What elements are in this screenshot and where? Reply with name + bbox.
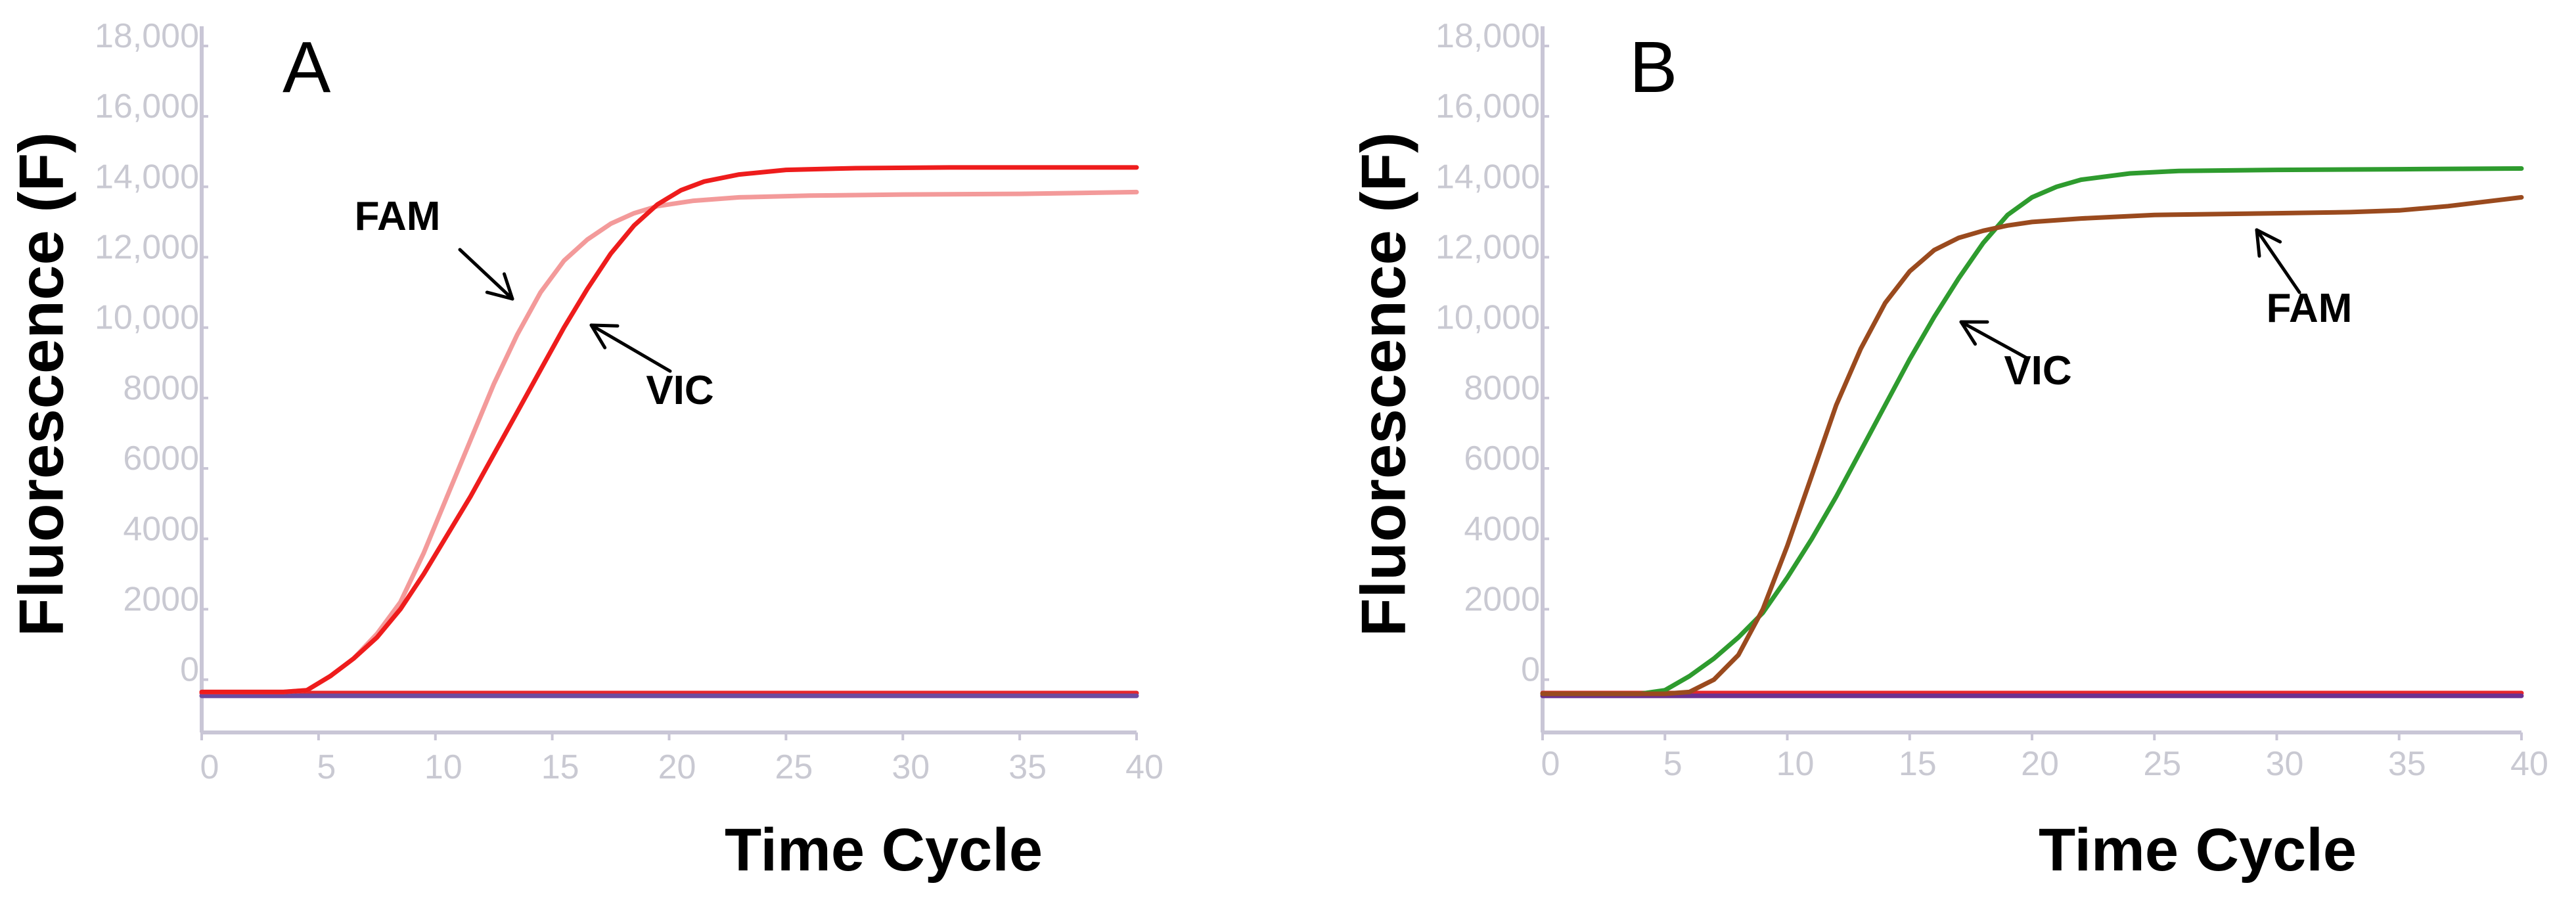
x-tick-label: 30	[892, 748, 930, 786]
annotation-arrow-fam	[458, 248, 514, 301]
y-tick-label: 16,000	[95, 87, 199, 125]
arrowhead-icon	[1959, 320, 1989, 346]
annotation-arrow-vic	[1959, 320, 2029, 360]
y-tick-label: 18,000	[1435, 17, 1540, 55]
annotation-label-vic: VIC	[2004, 348, 2071, 393]
y-tick-label: 8000	[123, 369, 199, 407]
y-tick-label: 12,000	[95, 229, 199, 267]
y-tick-label: 10,000	[95, 299, 199, 337]
x-tick-label: 25	[2143, 745, 2181, 783]
x-tick-label: 40	[1125, 748, 1164, 786]
annotation-label-vic: VIC	[646, 368, 713, 413]
x-axis-title: Time Cycle	[2039, 817, 2357, 884]
series-line-fam	[199, 189, 1139, 694]
x-tick-label: 40	[2510, 745, 2548, 783]
y-tick-label: 14,000	[1435, 158, 1540, 196]
y-tick-label: 2000	[123, 580, 199, 618]
x-tick-label: 15	[541, 748, 579, 786]
y-tick-label: 12,000	[1435, 229, 1540, 267]
x-tick-label: 35	[2388, 745, 2426, 783]
x-tick-label: 10	[424, 748, 463, 786]
y-axis-title: Fluorescence (F)	[1348, 132, 1418, 637]
y-tick-label: 6000	[1464, 439, 1540, 478]
panel-label: B	[1629, 27, 1677, 108]
annotation-label-fam: FAM	[2267, 286, 2353, 331]
y-tick-label: 6000	[123, 439, 199, 478]
x-tick-label: 5	[317, 748, 336, 786]
x-tick-label: 5	[1663, 745, 1683, 783]
x-tick-label: 0	[200, 748, 219, 786]
chart-panel-a: 0 2000 4000 6000 8000 10,000 12,000 14,000 16,00…	[6, 17, 1164, 884]
arrowhead-icon	[2255, 228, 2282, 258]
y-tick-label: 2000	[1464, 580, 1540, 618]
x-tick-label: 25	[775, 748, 813, 786]
series-line-vic	[199, 165, 1139, 694]
annotation-arrow-vic	[589, 323, 672, 373]
y-tick-label: 16,000	[1435, 87, 1540, 125]
annotation-label-fam: FAM	[355, 194, 441, 239]
y-tick-label: 0	[180, 651, 199, 689]
arrowhead-icon	[485, 272, 514, 301]
x-tick-label: 10	[1776, 745, 1815, 783]
chart-panel-b: 0 2000 4000 6000 8000 10,000 12,000 14,000 16,00…	[1348, 17, 2548, 884]
y-tick-label: 14,000	[95, 158, 199, 196]
annotation-arrow-fam	[2255, 228, 2301, 294]
y-tick-label: 8000	[1464, 369, 1540, 407]
series-line-vic	[1540, 166, 2524, 696]
y-tick-label: 4000	[1464, 510, 1540, 548]
x-tick-label: 20	[2021, 745, 2059, 783]
x-axis-title: Time Cycle	[725, 817, 1043, 884]
y-tick-label: 0	[1521, 651, 1540, 689]
y-tick-label: 4000	[123, 510, 199, 548]
y-axis-title: Fluorescence (F)	[6, 132, 76, 637]
x-tick-label: 0	[1541, 745, 1560, 783]
panel-label: A	[282, 27, 331, 108]
x-tick-label: 20	[658, 748, 696, 786]
series-line-fam	[1540, 194, 2524, 696]
arrowhead-icon	[589, 323, 620, 349]
x-tick-label: 15	[1899, 745, 1937, 783]
x-tick-label: 35	[1008, 748, 1047, 786]
x-tick-label: 30	[2266, 745, 2304, 783]
y-tick-label: 18,000	[95, 17, 199, 55]
y-tick-label: 10,000	[1435, 299, 1540, 337]
